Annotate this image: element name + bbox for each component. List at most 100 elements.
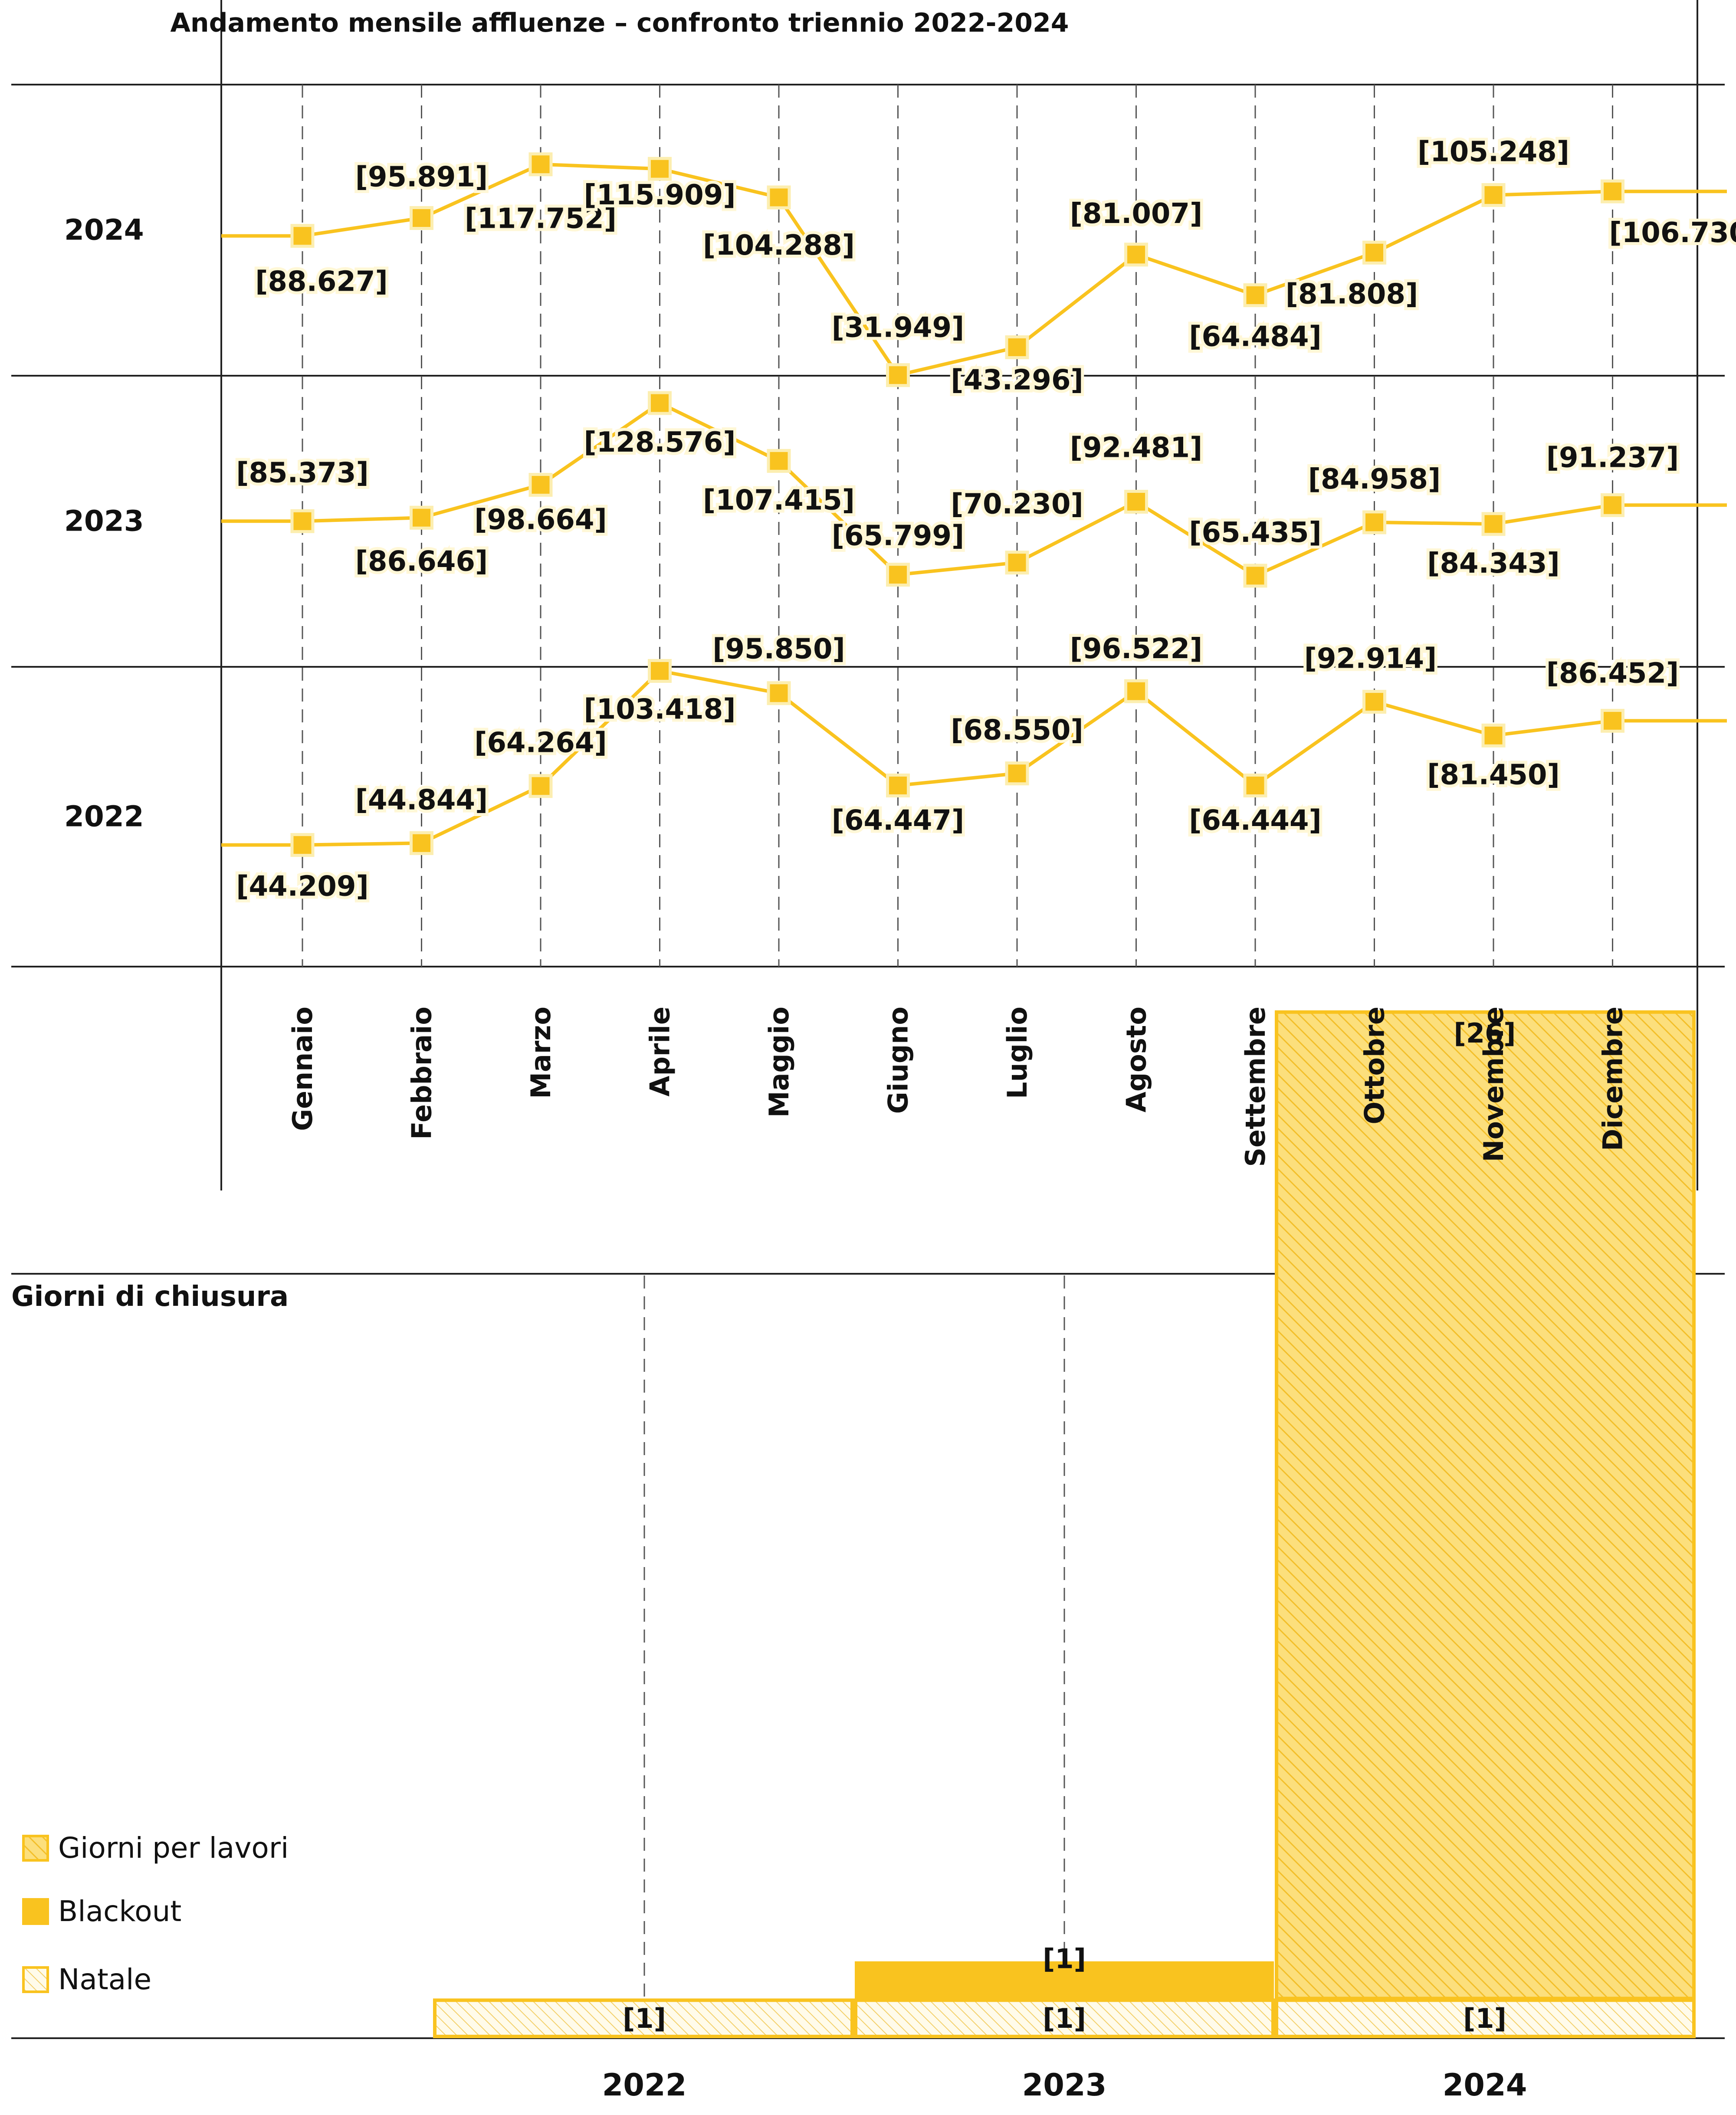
data-label-2022-febbraio: [44.844] [355, 784, 488, 816]
data-label-2022-settembre: [64.444] [1189, 805, 1321, 837]
data-label-2023-febbraio: [86.646] [355, 545, 488, 577]
data-label-2023-luglio: [70.230] [951, 489, 1083, 521]
x-tick-settembre: Settembre [1240, 1007, 1271, 1167]
data-label-2023-agosto: [92.481] [1070, 432, 1202, 464]
point-2024-giugno [888, 365, 909, 386]
bar-label-2024-giorni-per-lavori: [26] [1454, 1017, 1516, 1049]
bar-label-2023-blackout: [1] [1043, 1943, 1086, 1975]
data-label-2023-gennaio: [85.373] [236, 457, 368, 489]
data-label-2024-settembre: [64.484] [1189, 321, 1321, 353]
data-label-2024-ottobre: [81.808] [1286, 278, 1418, 310]
point-2022-febbraio [411, 833, 432, 853]
point-2023-marzo [530, 475, 551, 495]
point-2023-settembre [1245, 565, 1266, 586]
point-2024-dicembre [1602, 181, 1623, 202]
point-2024-febbraio [411, 208, 432, 229]
data-label-2024-novembre: [105.248] [1418, 136, 1569, 168]
series-label-2024: 2024 [64, 213, 144, 247]
legend-label-giorni-per-lavori: Giorni per lavori [58, 1831, 289, 1865]
data-label-2022-maggio: [95.850] [712, 633, 845, 666]
bar-x-tick-2023: 2023 [1022, 2067, 1107, 2103]
data-label-2024-dicembre: [106.730] [1609, 217, 1736, 249]
data-label-2024-agosto: [81.007] [1070, 198, 1202, 230]
data-label-2022-ottobre: [92.914] [1304, 643, 1437, 675]
point-2022-novembre [1483, 725, 1504, 746]
data-label-2022-novembre: [81.450] [1427, 759, 1559, 791]
bar-title: Giorni di chiusura [11, 1281, 289, 1313]
bar-label-2022-natale: [1] [623, 2003, 666, 2034]
point-2022-marzo [530, 776, 551, 797]
point-2023-giugno [888, 564, 909, 585]
bar-label-2023-natale: [1] [1043, 2003, 1086, 2034]
point-2024-novembre [1483, 185, 1504, 206]
series-label-2023: 2023 [64, 505, 144, 538]
data-label-2023-ottobre: [84.958] [1308, 463, 1441, 495]
point-2022-maggio [768, 683, 789, 704]
data-label-2023-novembre: [84.343] [1427, 548, 1559, 580]
data-label-2022-aprile: [103.418] [584, 693, 736, 725]
x-tick-agosto: Agosto [1121, 1007, 1152, 1112]
point-2024-agosto [1126, 244, 1147, 265]
point-2023-febbraio [411, 507, 432, 528]
legend-swatch-blackout [23, 1899, 48, 1924]
point-2024-luglio [1007, 337, 1027, 357]
data-label-2022-giugno: [64.447] [832, 805, 964, 837]
point-2022-settembre [1245, 775, 1266, 796]
data-label-2022-marzo: [64.264] [474, 727, 607, 759]
data-label-2022-gennaio: [44.209] [236, 871, 368, 903]
point-2023-luglio [1007, 552, 1027, 573]
data-label-2022-agosto: [96.522] [1070, 633, 1202, 665]
bar-x-tick-2024: 2024 [1443, 2067, 1527, 2103]
x-tick-ottobre: Ottobre [1359, 1007, 1391, 1125]
bar-x-tick-2022: 2022 [602, 2067, 687, 2103]
point-2023-ottobre [1364, 512, 1385, 533]
point-2024-aprile [650, 158, 670, 179]
legend-label-natale: Natale [58, 1963, 151, 1996]
legend-swatch-giorni-per-lavori [23, 1836, 48, 1860]
x-tick-giugno: Giugno [883, 1007, 914, 1114]
data-label-2023-dicembre: [91.237] [1546, 442, 1679, 474]
data-label-2023-marzo: [98.664] [474, 504, 607, 536]
point-2024-settembre [1245, 285, 1266, 305]
x-tick-marzo: Marzo [525, 1007, 557, 1099]
x-tick-aprile: Aprile [644, 1007, 676, 1097]
data-label-2023-maggio: [107.415] [703, 484, 855, 516]
series-line-2022 [221, 671, 1727, 845]
point-2023-gennaio [292, 511, 313, 531]
x-tick-luglio: Luglio [1001, 1007, 1033, 1099]
point-2022-ottobre [1364, 692, 1385, 712]
data-label-2024-febbraio: [95.891] [355, 161, 488, 193]
point-2023-novembre [1483, 514, 1504, 534]
data-label-2024-maggio: [104.288] [703, 230, 855, 262]
point-2024-ottobre [1364, 242, 1385, 263]
point-2022-gennaio [292, 835, 313, 856]
point-2024-maggio [768, 187, 789, 208]
data-label-2023-aprile: [128.576] [584, 426, 736, 459]
data-label-2022-dicembre: [86.452] [1546, 657, 1679, 689]
point-2023-agosto [1126, 491, 1147, 512]
point-2022-agosto [1126, 681, 1147, 702]
x-tick-dicembre: Dicembre [1597, 1007, 1629, 1151]
point-2023-aprile [650, 393, 670, 413]
point-2023-maggio [768, 450, 789, 471]
data-label-2024-gennaio: [88.627] [255, 266, 387, 298]
series-label-2022: 2022 [64, 800, 144, 833]
data-label-2024-aprile: [115.909] [584, 179, 736, 211]
point-2023-dicembre [1602, 495, 1623, 515]
bar-label-2024-natale: [1] [1463, 2003, 1506, 2034]
point-2024-marzo [530, 154, 551, 175]
point-2022-aprile [650, 660, 670, 681]
x-tick-febbraio: Febbraio [406, 1007, 438, 1140]
x-tick-gennaio: Gennaio [287, 1007, 318, 1131]
legend-swatch-natale [23, 1967, 48, 1992]
legend-label-blackout: Blackout [58, 1895, 181, 1928]
data-label-2022-luglio: [68.550] [951, 715, 1083, 747]
data-label-2023-settembre: [65.435] [1189, 517, 1321, 549]
point-2022-dicembre [1602, 710, 1623, 731]
point-2022-giugno [888, 775, 909, 796]
point-2022-luglio [1007, 763, 1027, 784]
data-label-2023-giugno: [65.799] [832, 520, 964, 552]
data-label-2024-giugno: [31.949] [832, 312, 964, 344]
